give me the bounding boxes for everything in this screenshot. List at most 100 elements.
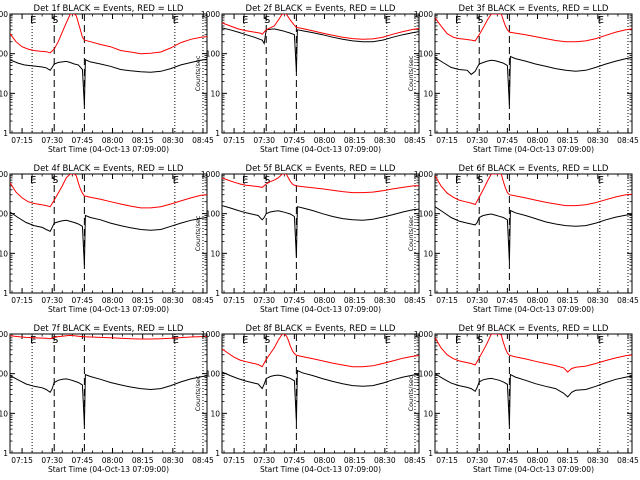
plot-frame [434,13,633,134]
y-tick-label: 10 [210,249,220,258]
time-marker-label: E [173,335,179,346]
y-tick-label: 1000 [414,10,433,19]
time-marker-label: E [598,335,604,346]
y-tick-label: 100 [0,50,8,59]
x-tick-label: 07:45 [497,296,519,305]
x-tick-label: 07:30 [253,136,275,145]
x-tick-label: 08:30 [587,296,609,305]
panel-title: Det 7f BLACK = Events, RED = LLD [34,324,184,334]
time-marker-label: E [242,15,248,26]
detector-panel: Det 6f BLACK = Events, RED = LLD 1 10 100 10… [407,164,639,314]
plot-frame [9,173,208,294]
time-marker-label: S [477,175,483,186]
y-axis-label: Counts/sec [194,55,202,91]
time-marker-label: S [477,15,483,26]
detector-panel: Det 9f BLACK = Events, RED = LLD 1 10 100 10… [407,324,639,474]
x-tick-label: 07:45 [497,136,519,145]
x-tick-label: 08:15 [344,456,366,465]
panel-title: Det 1f BLACK = Events, RED = LLD [34,4,184,14]
x-tick-label: 08:15 [344,296,366,305]
x-axis-label: Start Time (04-Oct-13 07:09:00) [473,305,594,314]
y-tick-label: 1 [215,449,220,458]
lld-rate-line [435,14,632,43]
x-tick-label: 08:30 [587,136,609,145]
time-marker-label: E [242,175,248,186]
detector-panel: Det 2f BLACK = Events, RED = LLD 1 10 100 10… [194,4,426,154]
y-tick-label: 1 [215,289,220,298]
plot-frame [9,333,208,454]
x-tick-label: 08:00 [527,456,549,465]
time-marker-label: E [598,15,604,26]
y-tick-label: 1 [428,289,433,298]
plot-frame [221,13,420,134]
y-tick-label: 1 [215,129,220,138]
x-tick-label: 08:45 [404,296,426,305]
x-tick-label: 08:30 [587,456,609,465]
y-tick-label: 100 [0,210,8,219]
x-tick-label: 08:45 [617,136,639,145]
event-rate-line [10,373,207,426]
x-tick-label: 08:30 [162,456,184,465]
x-tick-label: 07:15 [436,456,458,465]
y-tick-label: 100 [206,210,221,219]
y-tick-label: 10 [0,89,8,98]
event-rate-line [10,58,207,106]
x-tick-label: 08:00 [314,456,336,465]
x-tick-label: 07:45 [284,296,306,305]
event-rate-line [10,211,207,266]
lld-rate-line [10,14,207,55]
x-axis-label: Start Time (04-Oct-13 07:09:00) [260,465,381,474]
plot-frame [221,333,420,454]
x-tick-label: 07:30 [41,456,63,465]
plot-frame [434,173,633,294]
y-tick-label: 100 [206,50,221,59]
x-tick-label: 07:45 [497,456,519,465]
x-tick-label: 07:30 [253,456,275,465]
y-tick-label: 1 [428,129,433,138]
y-tick-label: 100 [419,370,434,379]
x-tick-label: 07:30 [253,296,275,305]
y-tick-label: 1 [3,449,8,458]
x-tick-label: 07:15 [223,296,245,305]
y-tick-label: 1000 [414,330,433,339]
x-tick-label: 08:30 [162,136,184,145]
x-axis-label: Start Time (04-Oct-13 07:09:00) [48,305,169,314]
x-tick-label: 08:00 [527,296,549,305]
x-tick-label: 07:15 [11,136,33,145]
plot-frame [9,13,208,134]
y-tick-label: 10 [210,89,220,98]
x-axis-label: Start Time (04-Oct-13 07:09:00) [473,145,594,154]
lld-rate-line [435,174,632,207]
detector-panel: Det 7f BLACK = Events, RED = LLD 1 10 100 10… [0,324,214,474]
x-tick-label: 07:45 [284,136,306,145]
detector-panel: Det 4f BLACK = Events, RED = LLD 1 10 100 10… [0,164,214,314]
x-tick-label: 07:45 [72,136,94,145]
y-tick-label: 10 [210,409,220,418]
x-axis-label: Start Time (04-Oct-13 07:09:00) [260,305,381,314]
panel-title: Det 3f BLACK = Events, RED = LLD [459,4,609,14]
x-tick-label: 07:30 [466,456,488,465]
lld-rate-line [10,174,207,209]
time-marker-label: E [173,15,179,26]
time-marker-label: E [385,335,391,346]
event-rate-line [435,206,632,263]
plot-frame [434,333,633,454]
time-marker-label: E [30,175,36,186]
time-marker-label: E [455,175,461,186]
detector-panel: Det 8f BLACK = Events, RED = LLD 1 10 100 10… [194,324,426,474]
time-marker-label: S [264,335,270,346]
y-axis-label: Counts/sec [407,55,415,91]
event-rate-line [222,369,419,423]
x-tick-label: 08:15 [132,456,154,465]
x-tick-label: 07:15 [11,296,33,305]
x-tick-label: 08:45 [192,456,214,465]
detector-panel: Det 3f BLACK = Events, RED = LLD 1 10 100 10… [407,4,639,154]
y-tick-label: 10 [0,409,8,418]
detector-panel: Det 5f BLACK = Events, RED = LLD 1 10 100 10… [194,164,426,314]
y-axis-label: Counts/sec [407,215,415,251]
x-tick-label: 08:45 [404,456,426,465]
x-tick-label: 08:15 [132,296,154,305]
x-tick-label: 08:45 [617,296,639,305]
x-tick-label: 07:45 [72,296,94,305]
